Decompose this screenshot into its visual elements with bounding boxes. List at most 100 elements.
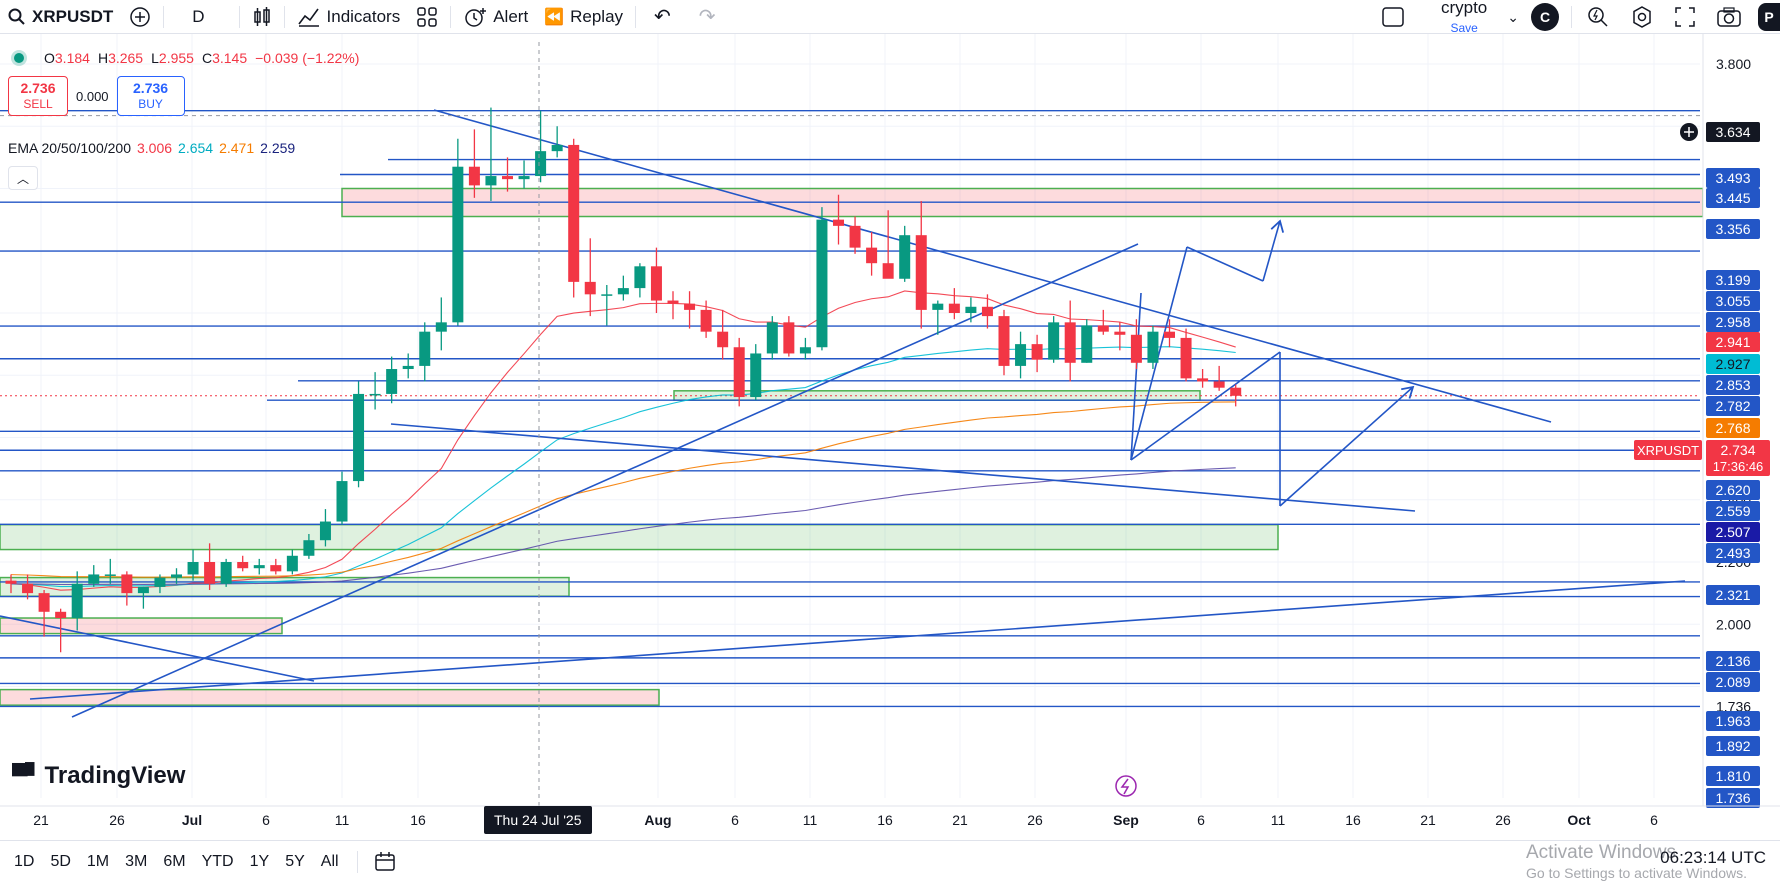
zone-box xyxy=(0,688,660,706)
range-1m[interactable]: 1M xyxy=(86,853,110,870)
candle-body xyxy=(38,593,50,612)
price-label-level: 3.055 xyxy=(1715,293,1750,309)
interval-button[interactable]: D xyxy=(168,0,234,34)
divider xyxy=(635,5,637,28)
tradingview-mark-icon: ▀▘ xyxy=(12,763,42,788)
candle-body xyxy=(204,562,216,584)
candle-body xyxy=(353,393,365,482)
open-key: O xyxy=(44,50,55,66)
candle-body xyxy=(1147,331,1159,363)
price-label-level: 2.321 xyxy=(1715,587,1750,603)
candle-body xyxy=(220,562,232,584)
range-1d[interactable]: 1D xyxy=(14,853,35,870)
legend-collapse-button[interactable]: ︿ xyxy=(8,166,38,190)
candle-body xyxy=(1164,331,1175,338)
layout-name-button[interactable]: crypto Save xyxy=(1425,0,1503,35)
candle-body xyxy=(319,521,331,541)
candle-body xyxy=(1180,337,1192,379)
undo-button[interactable]: ↶ xyxy=(640,0,685,34)
trade-panel: 2.736 SELL 0.000 2.736 BUY xyxy=(8,76,185,116)
layout-name: crypto xyxy=(1440,0,1488,17)
high-value: 3.265 xyxy=(108,50,144,66)
candles-icon xyxy=(253,6,270,26)
time-axis[interactable]: 21 26 Jul 6 11 16 Aug 6 11 16 21 26 Sep 6 11 16 21 26 Oct 6 xyxy=(0,775,1780,828)
range-all[interactable]: All xyxy=(320,853,339,870)
candle-body xyxy=(733,347,745,398)
ema200-value: 2.259 xyxy=(260,140,296,156)
price-label-box xyxy=(1706,736,1760,756)
candle-body xyxy=(402,365,414,370)
trend-line xyxy=(1130,351,1281,461)
price-label-box xyxy=(1706,354,1760,374)
price-label-level: 3.493 xyxy=(1715,170,1750,186)
go-to-date-button[interactable] xyxy=(362,845,410,879)
date-ranges: 1D 5D 1M 3M 6M YTD 1Y 5Y All xyxy=(0,853,347,871)
windows-activation-watermark: Activate Windows Go to Settings to activ… xyxy=(1526,843,1776,883)
symbol-label: XRPUSDT xyxy=(32,6,114,26)
logo-text: TradingView xyxy=(44,762,186,789)
price-axis[interactable]: 3.8003.4002.4002.2002.0001.7363.6343.493… xyxy=(1634,34,1780,808)
range-ytd[interactable]: YTD xyxy=(201,853,234,870)
range-5y[interactable]: 5Y xyxy=(285,853,305,870)
divider xyxy=(450,5,452,28)
candle-body xyxy=(502,176,513,180)
range-1y[interactable]: 1Y xyxy=(249,853,270,870)
time-tick-label: 21 xyxy=(33,812,49,828)
templates-button[interactable] xyxy=(408,0,446,34)
divider xyxy=(283,5,285,28)
candle-body xyxy=(518,176,530,180)
snapshot-button[interactable] xyxy=(1706,0,1752,34)
quick-search-button[interactable] xyxy=(1576,0,1620,34)
fullscreen-icon xyxy=(1675,7,1695,27)
time-tick-label: 6 xyxy=(262,812,270,828)
range-3m[interactable]: 3M xyxy=(125,853,148,870)
calendar-icon xyxy=(374,852,395,871)
profile-button[interactable]: P xyxy=(1752,0,1780,34)
buy-price: 2.736 xyxy=(133,80,169,96)
range-5d[interactable]: 5D xyxy=(50,853,71,870)
candle-body xyxy=(1230,387,1242,396)
utc-clock[interactable]: 06:23:14 UTC xyxy=(1660,848,1766,867)
chart-canvas[interactable]: 3.8003.4002.4002.2002.0001.7363.6343.493… xyxy=(0,34,1780,840)
replay-button[interactable]: ⏪ Replay xyxy=(536,0,631,34)
ema-legend[interactable]: EMA 20/50/100/200 3.006 2.654 2.471 2.25… xyxy=(8,140,295,156)
price-label-box xyxy=(1706,270,1760,290)
divider xyxy=(1571,6,1572,28)
candle-body xyxy=(1197,378,1209,382)
candle-body xyxy=(717,331,729,348)
redo-button[interactable]: ↷ xyxy=(685,0,730,34)
layout-menu-button[interactable]: ⌄ xyxy=(1503,0,1523,34)
buy-button[interactable]: 2.736 BUY xyxy=(116,76,185,116)
grid-icon xyxy=(417,6,437,27)
range-6m[interactable]: 6M xyxy=(163,853,186,870)
price-label-box xyxy=(1706,543,1760,563)
compare-button[interactable] xyxy=(121,0,159,34)
time-tick-label: 21 xyxy=(1420,812,1436,828)
fullscreen-button[interactable] xyxy=(1664,0,1706,34)
candle-body xyxy=(783,322,795,354)
last-price-box xyxy=(1706,440,1770,476)
price-label-box xyxy=(1706,651,1760,671)
layout-toggle-button[interactable] xyxy=(1361,0,1425,34)
alert-button[interactable]: Alert xyxy=(455,0,536,34)
trend-line xyxy=(71,243,1139,718)
save-status: Save xyxy=(1450,21,1478,35)
square-icon xyxy=(1382,7,1404,27)
candle-body xyxy=(816,219,828,348)
time-tick-label: 11 xyxy=(1271,812,1286,828)
indicators-button[interactable]: Indicators xyxy=(289,0,409,34)
settings-button[interactable] xyxy=(1620,0,1664,34)
account-button[interactable]: C xyxy=(1523,0,1567,34)
candle-body xyxy=(154,577,166,587)
candle-body xyxy=(104,574,116,576)
price-label-box xyxy=(1706,788,1760,808)
time-tick-label: 11 xyxy=(335,812,350,828)
sell-button[interactable]: 2.736 SELL xyxy=(8,76,68,116)
symbol-search-button[interactable]: XRPUSDT xyxy=(0,0,121,34)
high-key: H xyxy=(97,50,109,66)
alert-clock-icon xyxy=(465,7,487,27)
chart-type-button[interactable] xyxy=(244,0,280,34)
candle-body xyxy=(1081,325,1093,363)
candle-body xyxy=(5,580,17,584)
candle-body xyxy=(899,235,911,279)
